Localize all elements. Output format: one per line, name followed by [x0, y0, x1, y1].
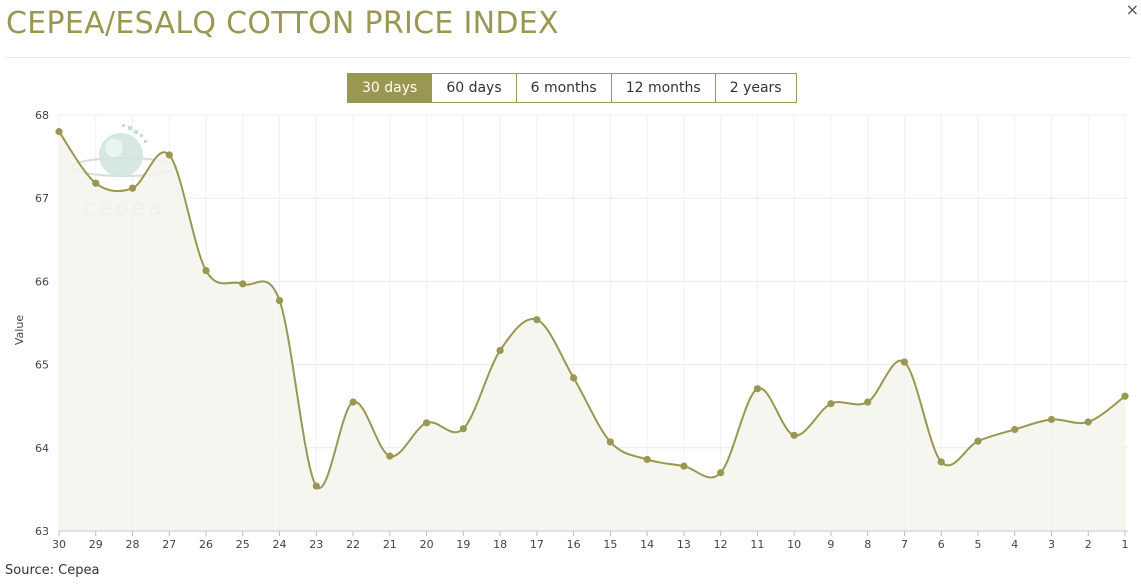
tab-2-years[interactable]: 2 years — [715, 73, 797, 103]
x-tick-label: 18 — [493, 538, 507, 551]
data-point — [827, 400, 835, 408]
data-point — [937, 458, 945, 466]
y-axis-label: Value — [13, 315, 26, 345]
data-point — [717, 469, 725, 477]
data-point — [55, 128, 63, 136]
y-tick-label: 68 — [35, 109, 49, 122]
x-tick-label: 30 — [52, 538, 66, 551]
data-point — [128, 184, 137, 192]
data-point — [643, 455, 651, 464]
data-point — [864, 398, 872, 406]
x-tick-label: 19 — [456, 538, 470, 551]
close-icon[interactable]: × — [1125, 0, 1139, 19]
x-tick-label: 17 — [530, 538, 544, 551]
x-tick-label: 26 — [199, 538, 213, 551]
data-point — [92, 179, 100, 187]
source-note: Source: Cepea — [5, 563, 100, 578]
data-point — [1121, 392, 1129, 400]
x-tick-label: 22 — [346, 538, 360, 551]
data-point — [533, 316, 541, 324]
x-tick-label: 7 — [901, 538, 908, 551]
data-point — [753, 385, 762, 393]
tab-30-days[interactable]: 30 days — [347, 73, 433, 103]
x-tick-label: 14 — [640, 538, 654, 551]
x-tick-label: 24 — [273, 538, 287, 551]
range-tabs: 30 days 60 days 6 months 12 months 2 yea… — [347, 73, 797, 103]
x-tick-label: 29 — [89, 538, 103, 551]
y-tick-label: 65 — [35, 359, 49, 372]
data-point — [974, 437, 982, 445]
data-point — [1047, 415, 1056, 424]
chart-series — [55, 128, 1129, 531]
x-tick-label: 28 — [126, 538, 140, 551]
x-tick-label: 3 — [1048, 538, 1055, 551]
x-tick-label: 11 — [750, 538, 764, 551]
x-tick-label: 1 — [1122, 538, 1129, 551]
y-tick-label: 64 — [35, 442, 49, 455]
data-point — [312, 482, 320, 490]
y-tick-label: 66 — [35, 275, 49, 288]
tab-6-months[interactable]: 6 months — [516, 73, 612, 103]
data-point — [422, 419, 431, 427]
x-tick-label: 9 — [827, 538, 834, 551]
tab-12-months[interactable]: 12 months — [611, 73, 716, 103]
data-point — [202, 266, 210, 275]
page-title: CEPEA/ESALQ COTTON PRICE INDEX — [6, 6, 559, 41]
data-point — [790, 431, 798, 439]
data-point — [165, 151, 173, 159]
x-tick-label: 12 — [714, 538, 728, 551]
x-tick-label: 8 — [864, 538, 871, 551]
data-point — [1011, 425, 1019, 434]
title-divider — [6, 57, 1131, 58]
x-tick-label: 13 — [677, 538, 691, 551]
y-tick-label: 67 — [35, 192, 49, 205]
tab-60-days[interactable]: 60 days — [432, 73, 517, 103]
data-point — [239, 280, 247, 288]
x-tick-label: 25 — [236, 538, 250, 551]
x-tick-label: 15 — [603, 538, 617, 551]
x-tick-label: 16 — [567, 538, 581, 551]
x-tick-label: 6 — [938, 538, 945, 551]
data-point — [386, 452, 394, 460]
x-tick-label: 10 — [787, 538, 801, 551]
x-tick-label: 20 — [420, 538, 434, 551]
data-point — [1084, 418, 1092, 426]
data-point — [496, 346, 504, 355]
x-tick-label: 4 — [1011, 538, 1018, 551]
data-point — [900, 358, 909, 366]
data-point — [570, 374, 578, 382]
x-tick-label: 21 — [383, 538, 397, 551]
x-tick-label: 23 — [309, 538, 323, 551]
data-point — [349, 398, 357, 406]
data-point — [680, 462, 688, 470]
data-point — [459, 425, 467, 433]
series-area — [59, 131, 1125, 531]
x-tick-label: 2 — [1085, 538, 1092, 551]
x-tick-label: 27 — [162, 538, 176, 551]
data-point — [606, 438, 614, 446]
y-tick-label: 63 — [35, 525, 49, 538]
x-tick-label: 5 — [974, 538, 981, 551]
series-line — [58, 131, 1126, 490]
data-point — [275, 296, 284, 305]
